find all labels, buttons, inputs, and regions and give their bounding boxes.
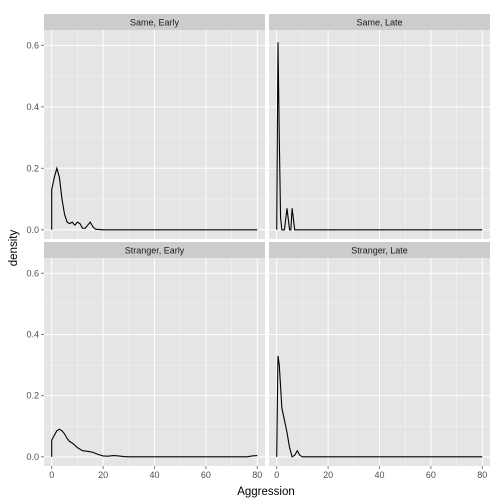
- density-line: [276, 42, 483, 231]
- facet-panels: Same, Early Same, Late Stranger, Early Stra…: [44, 14, 490, 466]
- y-tick-label: 0.6: [26, 268, 39, 278]
- x-tick-label: 80: [477, 470, 487, 480]
- y-tick-label: 0.6: [26, 40, 39, 50]
- facet-panel: Same, Early: [44, 14, 265, 239]
- facet-strip: [44, 14, 265, 30]
- x-tick-label: 60: [201, 470, 211, 480]
- x-tick-label: 0: [49, 470, 54, 480]
- facet-panel: Stranger, Early: [44, 242, 265, 466]
- y-tick-label: 0.2: [26, 391, 39, 401]
- y-tick-label: 0.0: [26, 225, 39, 235]
- facet-strip: [269, 242, 490, 258]
- x-tick-label: 20: [323, 470, 333, 480]
- facet-strip-label: Same, Early: [130, 18, 180, 28]
- facet-strip-label: Same, Late: [356, 18, 402, 28]
- facet-panel: Stranger, Late: [269, 242, 490, 466]
- y-axis-title: density: [8, 230, 20, 267]
- density-line: [276, 355, 483, 458]
- y-tick-label: 0.0: [26, 452, 39, 462]
- density-line: [51, 428, 258, 458]
- x-tick-label: 0: [274, 470, 279, 480]
- facet-strip-label: Stranger, Late: [351, 246, 408, 256]
- y-tick-label: 0.4: [26, 329, 39, 339]
- y-tick-label: 0.2: [26, 163, 39, 173]
- x-tick-label: 40: [374, 470, 384, 480]
- facet-strip-label: Stranger, Early: [125, 246, 185, 256]
- x-axis-tick-labels: 0 20 40 60 80 0 20 40 60 80: [49, 466, 487, 480]
- x-tick-label: 60: [426, 470, 436, 480]
- y-tick-label: 0.4: [26, 102, 39, 112]
- facet-panel: Same, Late: [269, 14, 490, 239]
- x-tick-label: 20: [98, 470, 108, 480]
- x-tick-label: 80: [252, 470, 262, 480]
- y-axis-tick-labels: 0.0 0.2 0.4 0.6 0.0 0.2 0.4 0.6: [26, 40, 44, 462]
- x-tick-label: 40: [149, 470, 159, 480]
- facet-strip: [44, 242, 265, 258]
- x-axis-title: Aggression: [237, 486, 295, 498]
- density-line: [51, 166, 258, 231]
- facet-strip: [269, 14, 490, 30]
